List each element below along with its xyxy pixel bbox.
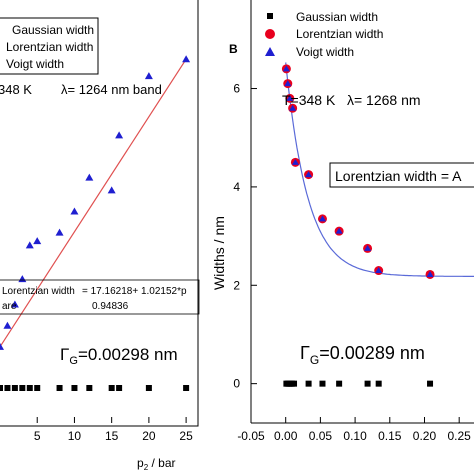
left-fit-r2-value: 0.94836 bbox=[92, 301, 129, 312]
left-x-axis-label: p2 / bar bbox=[137, 456, 176, 472]
right-fit-result-box bbox=[329, 162, 474, 188]
left-legend-gaussian: Gaussian width bbox=[12, 23, 94, 37]
left-gaussian-point bbox=[145, 385, 152, 391]
left-voigt-point bbox=[18, 275, 27, 283]
left-fit-line-segment bbox=[0, 58, 187, 348]
left-gaussian-point bbox=[0, 385, 3, 391]
left-panel: 5 10 15 20 25 Gaussian width Lorentzian widt… bbox=[0, 0, 200, 472]
left-voigt-point bbox=[25, 241, 34, 249]
right-gaussian-point bbox=[291, 380, 298, 387]
left-voigt-point bbox=[85, 173, 94, 181]
left-gaussian-point bbox=[183, 385, 190, 391]
left-gaussian-point bbox=[86, 385, 93, 391]
right-x-tick-label: 0.15 bbox=[378, 429, 402, 443]
left-voigt-point bbox=[33, 237, 42, 245]
right-y-tick-label: 0 bbox=[233, 377, 240, 391]
right-y-tick-label: 6 bbox=[233, 82, 240, 96]
right-x-tick-label: 0.20 bbox=[413, 429, 437, 443]
legend-marker-circle bbox=[265, 29, 275, 39]
left-data-points bbox=[0, 55, 191, 391]
left-plot-frame bbox=[0, 0, 199, 427]
right-data-points bbox=[281, 64, 435, 387]
left-gaussian-point bbox=[11, 385, 18, 391]
right-fit-curve bbox=[285, 62, 474, 277]
right-voigt-point bbox=[289, 104, 297, 111]
right-axis-ticks: -0.05 0.00 0.05 0.10 0.15 0.20 0.25 0 2 4 6 bbox=[233, 82, 471, 443]
left-annotation-temperature: 348 K bbox=[0, 82, 32, 97]
left-x-tick-label: 25 bbox=[179, 429, 193, 443]
left-legend-voigt: Voigt width bbox=[6, 57, 64, 71]
right-voigt-point bbox=[282, 65, 290, 72]
right-voigt-point bbox=[426, 270, 434, 277]
left-gaussian-point bbox=[26, 385, 33, 391]
right-voigt-point bbox=[318, 215, 326, 222]
left-voigt-point bbox=[70, 207, 79, 215]
right-gamma-label: ΓG=0.00289 nm bbox=[300, 343, 425, 367]
left-gaussian-point bbox=[34, 385, 41, 391]
right-voigt-point bbox=[291, 158, 299, 165]
right-annotation: T=348 K λ= 1268 nm bbox=[282, 92, 421, 108]
right-x-tick-label: 0.10 bbox=[343, 429, 367, 443]
right-legend-lorentzian: Lorentzian width bbox=[296, 27, 383, 41]
right-voigt-point bbox=[375, 267, 383, 274]
right-gaussian-point bbox=[364, 380, 371, 387]
right-x-tick-label: 0.05 bbox=[309, 429, 333, 443]
left-fit-label: Lorentzian width bbox=[2, 286, 75, 297]
left-gamma-label: ΓG=0.00298 nm bbox=[60, 345, 178, 367]
right-fit-curve-path bbox=[285, 62, 474, 277]
right-voigt-point bbox=[284, 80, 292, 87]
left-voigt-point bbox=[107, 186, 116, 194]
right-voigt-point bbox=[335, 227, 343, 234]
right-gaussian-point bbox=[427, 380, 434, 387]
right-panel: -0.05 0.00 0.05 0.10 0.15 0.20 0.25 0 2 4 6 B Gaus… bbox=[211, 0, 474, 443]
right-legend-gaussian: Gaussian width bbox=[296, 10, 378, 24]
right-voigt-point bbox=[305, 171, 313, 178]
left-legend-box bbox=[0, 17, 99, 75]
legend-marker-square bbox=[267, 13, 273, 19]
right-y-tick-label: 2 bbox=[233, 278, 240, 292]
right-fit-label: Lorentzian width = A bbox=[335, 168, 462, 184]
left-voigt-point bbox=[182, 55, 191, 63]
left-fit-equation: = 17.16218+ 1.02152*p bbox=[82, 286, 187, 297]
left-gaussian-point bbox=[108, 385, 115, 391]
right-gaussian-point bbox=[336, 380, 343, 387]
legend-marker-triangle bbox=[265, 47, 275, 56]
left-fit-result-box bbox=[0, 279, 200, 315]
left-x-tick-label: 15 bbox=[105, 429, 119, 443]
left-legend-lorentzian: Lorentzian width bbox=[6, 40, 93, 54]
left-voigt-point bbox=[55, 228, 64, 236]
right-voigt-point bbox=[286, 94, 294, 101]
panel-label-b: B bbox=[229, 42, 238, 56]
right-legend-voigt: Voigt width bbox=[296, 45, 354, 59]
left-gaussian-point bbox=[116, 385, 123, 391]
right-gaussian-point bbox=[375, 380, 382, 387]
left-gaussian-point bbox=[56, 385, 63, 391]
left-fit-line bbox=[0, 58, 187, 348]
right-gaussian-point bbox=[305, 380, 312, 387]
left-voigt-point bbox=[3, 321, 12, 329]
right-x-tick-label: 0.25 bbox=[448, 429, 472, 443]
left-x-tick-label: 10 bbox=[68, 429, 82, 443]
left-fit-r2-label: are bbox=[2, 301, 17, 312]
right-legend: Gaussian width Lorentzian width Voigt wi… bbox=[265, 10, 383, 59]
right-y-axis-label: Widths / nm bbox=[211, 216, 227, 290]
left-gaussian-point bbox=[19, 385, 26, 391]
right-voigt-point bbox=[364, 244, 372, 251]
left-gaussian-point bbox=[71, 385, 78, 391]
right-y-tick-label: 4 bbox=[233, 180, 240, 194]
left-annotation-band: λ= 1264 nm band bbox=[61, 82, 162, 97]
left-voigt-point bbox=[0, 342, 4, 350]
left-x-tick-label: 5 bbox=[34, 429, 41, 443]
right-x-tick-label: 0.00 bbox=[274, 429, 298, 443]
right-x-tick-label: -0.05 bbox=[237, 429, 265, 443]
left-x-tick-label: 20 bbox=[142, 429, 156, 443]
left-x-ticks: 5 10 15 20 25 bbox=[34, 417, 193, 443]
left-voigt-point bbox=[144, 72, 153, 80]
right-gaussian-point bbox=[319, 380, 326, 387]
left-gaussian-point bbox=[4, 385, 11, 391]
left-voigt-point bbox=[115, 131, 124, 139]
left-voigt-point bbox=[10, 300, 19, 308]
